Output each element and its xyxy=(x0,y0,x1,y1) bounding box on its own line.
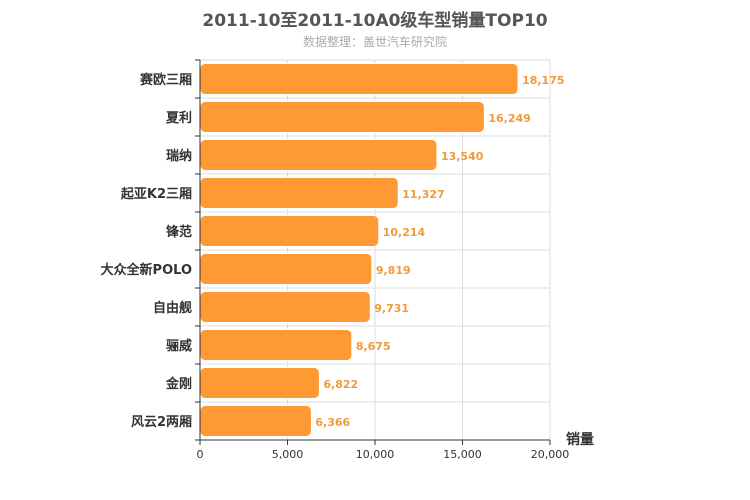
x-axis-title: 销量 xyxy=(566,431,594,448)
category-label: 骊威 xyxy=(166,338,192,354)
bar xyxy=(199,139,438,171)
data-label: 10,214 xyxy=(383,226,426,239)
x-tick-label: 0 xyxy=(197,448,204,461)
category-label: 金刚 xyxy=(165,376,192,392)
x-tick-label: 10,000 xyxy=(356,448,395,461)
bar xyxy=(199,63,519,95)
data-label: 6,366 xyxy=(315,416,350,429)
bars: 18,175 16,249 13,540 11,327 10,214 9,819 9,731… xyxy=(199,63,565,437)
x-tick-label: 20,000 xyxy=(531,448,570,461)
category-label: 风云2两厢 xyxy=(131,415,192,430)
category-label: 赛欧三厢 xyxy=(139,72,192,88)
category-label: 自由舰 xyxy=(153,300,192,316)
bar xyxy=(199,101,485,133)
bar xyxy=(199,291,371,323)
category-label: 瑞纳 xyxy=(166,148,192,164)
data-label: 18,175 xyxy=(522,74,564,87)
data-label: 11,327 xyxy=(402,188,444,201)
bar xyxy=(199,405,312,437)
category-label: 夏利 xyxy=(165,110,192,126)
data-label: 6,822 xyxy=(323,378,358,391)
category-label: 起亚K2三厢 xyxy=(120,186,192,202)
chart-title: 2011-10至2011-10A0级车型销量TOP10 xyxy=(202,11,548,31)
chart-subtitle: 数据整理：盖世汽车研究院 xyxy=(302,35,447,49)
bar xyxy=(199,253,373,285)
category-label: 锋范 xyxy=(166,224,192,240)
bar xyxy=(199,215,380,247)
data-label: 16,249 xyxy=(488,112,530,125)
bar xyxy=(199,367,320,399)
bar xyxy=(199,329,353,361)
category-label: 大众全新POLO xyxy=(101,262,192,278)
x-tick-label: 5,000 xyxy=(272,448,304,461)
data-label: 9,731 xyxy=(374,302,409,315)
data-label: 8,675 xyxy=(356,340,391,353)
x-tick-label: 15,000 xyxy=(443,448,482,461)
data-label: 9,819 xyxy=(376,264,411,277)
data-label: 13,540 xyxy=(441,150,484,163)
bar xyxy=(199,177,399,209)
